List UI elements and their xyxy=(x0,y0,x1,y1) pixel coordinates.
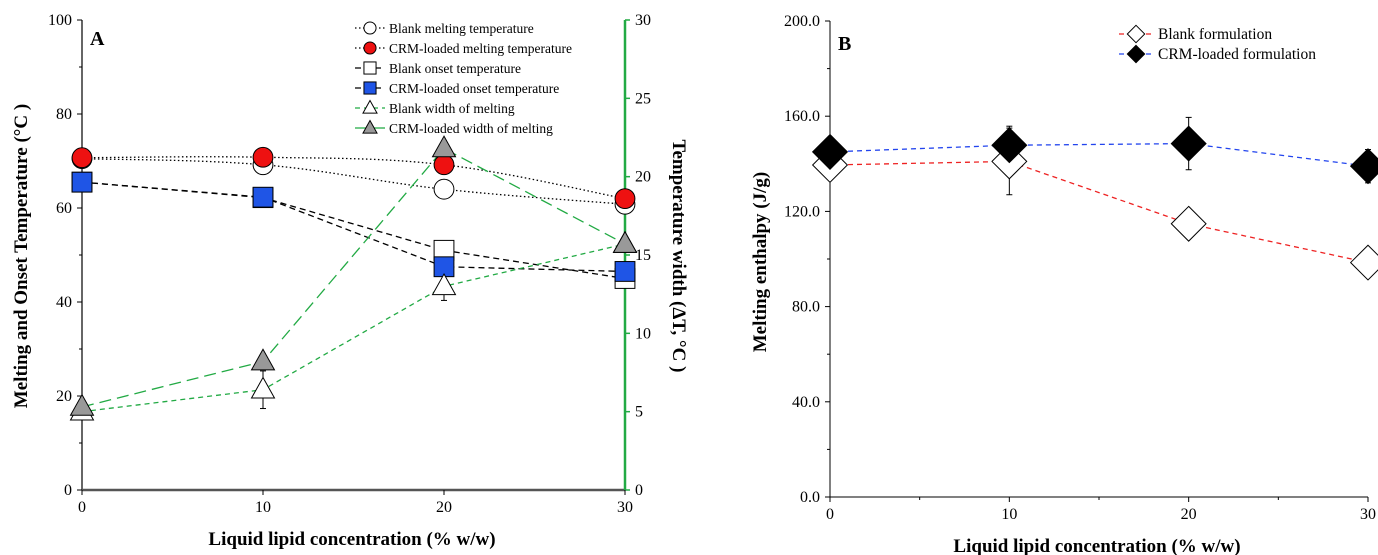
panel-a-legend-label: CRM-loaded width of melting xyxy=(389,121,553,136)
panel-b-y-axis-label: Melting enthalpy (J/g) xyxy=(750,172,771,353)
panel-a-series-line xyxy=(82,159,625,205)
panel-a-y-axis-label: Melting and Onset Temperature (°C ) xyxy=(11,104,32,408)
panel-b-legend-label: CRM-loaded formulation xyxy=(1158,46,1316,63)
panel-a-data-point xyxy=(253,187,273,207)
panel-b-data-point xyxy=(1351,245,1378,280)
panel-a-legend-marker xyxy=(363,100,377,113)
panel-a-y-tick-label: 60 xyxy=(56,200,72,217)
panel-a-data-point xyxy=(615,189,635,209)
panel-a-y2-tick-label: 20 xyxy=(635,169,651,186)
panel-a-x-tick-label: 10 xyxy=(255,499,271,516)
panel-a-legend-label: Blank onset temperature xyxy=(389,61,521,76)
panel-a-y2-tick-label: 10 xyxy=(635,325,651,342)
panel-a-legend-label: Blank width of melting xyxy=(389,101,515,116)
panel-a-series-line xyxy=(82,182,625,271)
panel-a-legend-marker xyxy=(364,42,376,54)
panel-b-label: B xyxy=(838,33,851,55)
panel-a-data-point xyxy=(434,155,454,175)
panel-b-x-tick-label: 30 xyxy=(1360,506,1376,523)
panel-b-legend-marker xyxy=(1127,25,1144,42)
panel-b-series-line xyxy=(830,161,1368,262)
panel-a-series-line xyxy=(82,157,625,199)
panel-a-legend-marker xyxy=(364,22,376,34)
panel-a-legend-marker xyxy=(364,62,376,74)
panel-a-data-point xyxy=(252,377,275,398)
panel-b-y-tick-label: 120.0 xyxy=(784,203,820,220)
panel-b-legend-marker xyxy=(1127,45,1144,62)
panel-a-series-line xyxy=(82,148,625,407)
panel-a-y-tick-label: 40 xyxy=(56,294,72,311)
panel-a-legend-marker xyxy=(364,82,376,94)
panel-a-legend-marker xyxy=(363,120,377,133)
panel-a-data-point xyxy=(434,179,454,199)
panel-a-y2-tick-label: 30 xyxy=(635,12,651,29)
panel-b-legend-label: Blank formulation xyxy=(1158,26,1272,43)
panel-a-legend-label: Blank melting temperature xyxy=(389,21,534,36)
panel-b-data-point xyxy=(1171,126,1206,161)
panel-a-legend-label: CRM-loaded melting temperature xyxy=(389,41,572,56)
panel-b-y-tick-label: 80.0 xyxy=(792,299,820,316)
panel-a-y-tick-label: 20 xyxy=(56,388,72,405)
panel-b-y-tick-label: 200.0 xyxy=(784,13,820,30)
panel-a-data-point xyxy=(72,148,92,168)
panel-b-y-tick-label: 40.0 xyxy=(792,394,820,411)
panel-a-x-axis-label: Liquid lipid concentration (% w/w) xyxy=(208,529,495,550)
panel-a-label: A xyxy=(90,28,105,50)
panel-a-data-point xyxy=(433,136,456,157)
panel-a-y2-tick-label: 5 xyxy=(635,404,643,421)
panel-a-data-point xyxy=(253,147,273,167)
panel-b-y-tick-label: 0.0 xyxy=(800,489,820,506)
panel-a-x-tick-label: 0 xyxy=(78,499,86,516)
panel-a-y-tick-label: 100 xyxy=(48,12,72,29)
panel-a-y2-tick-label: 25 xyxy=(635,90,651,107)
panel-a-data-point xyxy=(614,232,637,253)
panel-a-y-tick-label: 0 xyxy=(64,482,72,499)
panel-b-x-axis-label: Liquid lipid concentration (% w/w) xyxy=(953,536,1240,555)
panel-a-series-line xyxy=(82,182,625,278)
panel-b-data-point xyxy=(1351,149,1378,184)
panel-a-data-point xyxy=(72,172,92,192)
panel-a-y2-tick-label: 0 xyxy=(635,482,643,499)
panel-b-y-tick-label: 160.0 xyxy=(784,108,820,125)
panel-a-data-point xyxy=(615,262,635,282)
panel-b-data-point xyxy=(1171,206,1206,241)
panel-b-series-line xyxy=(830,144,1368,167)
panel-b-x-tick-label: 20 xyxy=(1181,506,1197,523)
panel-a-legend-label: CRM-loaded onset temperature xyxy=(389,81,559,96)
panel-a-y2-tick-label: 15 xyxy=(635,247,651,264)
panel-a-y2-axis-label: Temperature width (ΔT, °C ) xyxy=(668,140,689,373)
panel-a-x-tick-label: 30 xyxy=(617,499,633,516)
panel-a-y-tick-label: 80 xyxy=(56,106,72,123)
panel-b-x-tick-label: 10 xyxy=(1001,506,1017,523)
panel-a-x-tick-label: 20 xyxy=(436,499,452,516)
panel-b-x-tick-label: 0 xyxy=(826,506,834,523)
panel-b-plot: 0.0 40.0 80.0 120.0 160.0 200.0 0 10 20 30 Blank f… xyxy=(784,0,1378,523)
